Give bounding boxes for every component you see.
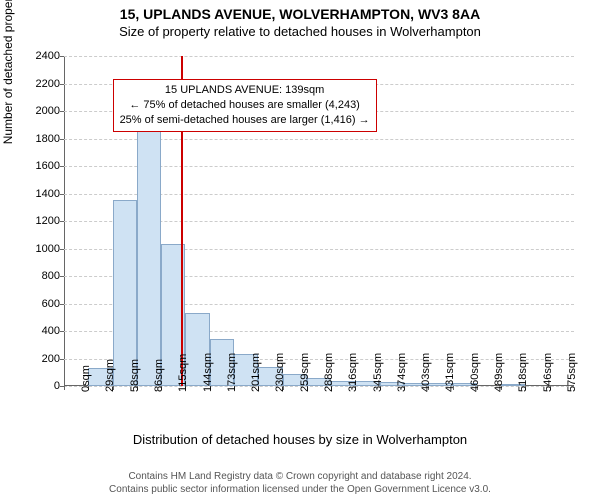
histogram-bar (137, 128, 161, 387)
page-title: 15, UPLANDS AVENUE, WOLVERHAMPTON, WV3 8… (0, 0, 600, 22)
x-tick-label: 489sqm (493, 353, 505, 392)
x-tick-label: 29sqm (104, 359, 116, 392)
x-tick-label: 0sqm (80, 365, 92, 392)
page-subtitle: Size of property relative to detached ho… (0, 22, 600, 39)
y-axis-title: Number of detached properties (1, 0, 15, 144)
y-tick-label: 1800 (36, 133, 60, 145)
x-tick-label: 259sqm (299, 353, 311, 392)
x-tick-label: 575sqm (566, 353, 578, 392)
footer-line-1: Contains HM Land Registry data © Crown c… (8, 471, 592, 484)
y-tick-mark (60, 166, 64, 167)
x-tick-label: 201sqm (250, 353, 262, 392)
annotation-line: 15 UPLANDS AVENUE: 139sqm (120, 83, 370, 98)
x-axis-title: Distribution of detached houses by size … (0, 432, 600, 447)
plot-region: 15 UPLANDS AVENUE: 139sqm← 75% of detach… (64, 56, 574, 386)
y-tick-label: 2400 (36, 50, 60, 62)
annotation-line: ← 75% of detached houses are smaller (4,… (120, 98, 370, 113)
x-tick-label: 86sqm (153, 359, 165, 392)
footer-line-2: Contains public sector information licen… (8, 484, 592, 497)
annotation-box: 15 UPLANDS AVENUE: 139sqm← 75% of detach… (113, 79, 377, 132)
y-tick-label: 800 (42, 270, 60, 282)
y-tick-mark (60, 276, 64, 277)
x-tick-label: 115sqm (177, 354, 189, 392)
y-tick-label: 1000 (36, 243, 60, 255)
x-tick-label: 144sqm (202, 353, 214, 392)
x-tick-label: 288sqm (323, 353, 335, 392)
x-tick-label: 374sqm (396, 353, 408, 392)
annotation-line: 25% of semi-detached houses are larger (… (120, 113, 370, 128)
x-tick-label: 345sqm (372, 353, 384, 392)
x-tick-label: 431sqm (444, 353, 456, 392)
y-tick-label: 400 (42, 325, 60, 337)
y-tick-mark (60, 139, 64, 140)
x-tick-label: 518sqm (517, 353, 529, 392)
x-tick-label: 173sqm (226, 353, 238, 392)
x-tick-label: 230sqm (274, 353, 286, 392)
gridline (64, 56, 574, 57)
x-tick-label: 460sqm (469, 353, 481, 392)
y-tick-mark (60, 111, 64, 112)
y-tick-mark (60, 249, 64, 250)
y-tick-mark (60, 359, 64, 360)
x-tick-label: 316sqm (347, 353, 359, 392)
x-tick-label: 403sqm (420, 353, 432, 392)
y-tick-mark (60, 56, 64, 57)
y-tick-mark (60, 331, 64, 332)
y-tick-mark (60, 221, 64, 222)
y-tick-label: 2200 (36, 78, 60, 90)
y-tick-mark (60, 84, 64, 85)
y-tick-mark (60, 304, 64, 305)
y-tick-label: 200 (42, 353, 60, 365)
y-tick-label: 2000 (36, 105, 60, 117)
x-tick-label: 546sqm (542, 353, 554, 392)
y-tick-label: 1200 (36, 215, 60, 227)
x-tick-label: 58sqm (129, 359, 141, 392)
y-tick-label: 1600 (36, 160, 60, 172)
footer: Contains HM Land Registry data © Crown c… (8, 471, 592, 496)
chart-plot-area: 15 UPLANDS AVENUE: 139sqm← 75% of detach… (64, 56, 574, 386)
y-tick-label: 1400 (36, 188, 60, 200)
y-tick-label: 600 (42, 298, 60, 310)
y-tick-mark (60, 194, 64, 195)
